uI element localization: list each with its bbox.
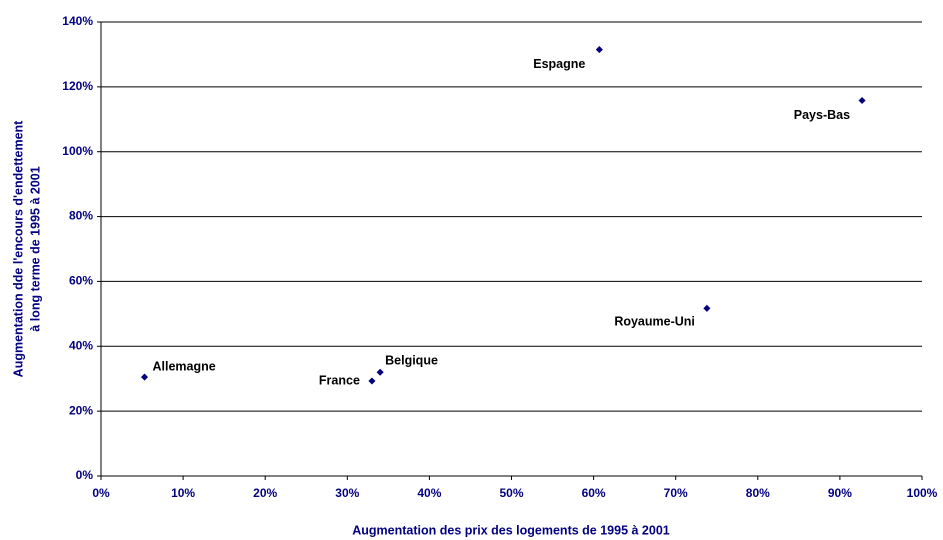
x-tick-label: 80% xyxy=(746,486,770,500)
point xyxy=(703,304,711,312)
point-label: Belgique xyxy=(385,354,438,368)
x-tick-label: 20% xyxy=(253,486,277,500)
y-tick-label: 40% xyxy=(69,338,93,352)
y-tick-label: 0% xyxy=(76,468,94,482)
point xyxy=(858,96,866,105)
y-tick-label: 100% xyxy=(62,144,93,158)
point xyxy=(595,46,603,54)
y-tick-label: 80% xyxy=(69,209,93,223)
point xyxy=(368,377,376,385)
x-axis-title: Augmentation des prix des logements de 1… xyxy=(352,523,670,537)
point-label: Pays-Bas xyxy=(794,108,850,122)
point-label: Royaume-Uni xyxy=(614,315,695,329)
y-tick-label: 60% xyxy=(69,274,93,288)
x-tick-label: 0% xyxy=(92,486,110,500)
y-tick-label: 140% xyxy=(62,14,93,28)
point xyxy=(140,373,149,381)
y-tick-label: 20% xyxy=(69,403,93,417)
x-tick-label: 100% xyxy=(907,486,938,500)
y-axis-title: Augmentation dde l'encours d'endettement xyxy=(11,120,25,377)
y-tick-label: 120% xyxy=(62,79,93,93)
x-tick-label: 60% xyxy=(582,486,606,500)
point-label: Allemagne xyxy=(153,359,216,373)
x-tick-label: 40% xyxy=(417,486,441,500)
x-tick-label: 50% xyxy=(499,486,523,500)
point xyxy=(376,368,384,376)
y-axis-title: à long terme de 1995 à 2001 xyxy=(28,166,42,331)
x-tick-label: 90% xyxy=(828,486,852,500)
point-label: France xyxy=(319,373,360,387)
x-tick-label: 30% xyxy=(335,486,359,500)
x-tick-label: 70% xyxy=(664,486,688,500)
x-tick-label: 10% xyxy=(171,486,195,500)
point-label: Espagne xyxy=(533,57,585,71)
